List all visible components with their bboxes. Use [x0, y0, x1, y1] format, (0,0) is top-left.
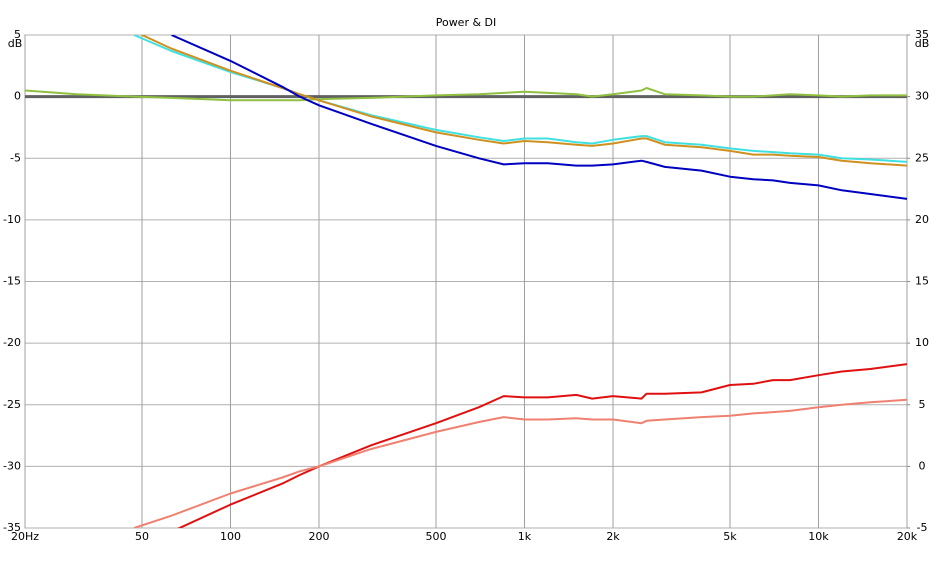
y-tick-label: 0	[14, 90, 21, 103]
y2-tick-label: -5	[917, 521, 928, 534]
y-tick-label: -10	[3, 213, 21, 226]
series-line	[133, 398, 907, 528]
y-tick-label: -30	[3, 459, 21, 472]
x-tick-label: 10k	[808, 530, 829, 543]
x-tick-label: 20k	[897, 530, 918, 543]
x-tick-label: 5k	[723, 530, 737, 543]
chart-title: Power & DI	[436, 16, 497, 29]
y2-tick-label: 35	[915, 28, 929, 41]
x-tick-label: 200	[309, 530, 330, 543]
y2-axis-label: dB	[915, 37, 930, 50]
y-tick-label: -20	[3, 336, 21, 349]
y-tick-label: -15	[3, 275, 21, 288]
y-tick-label: -25	[3, 398, 21, 411]
y2-tick-label: 30	[915, 90, 929, 103]
y-axis-label: dB	[8, 37, 23, 50]
y2-tick-label: 10	[915, 336, 929, 349]
series-line	[139, 35, 907, 167]
series-line	[25, 87, 907, 102]
series-line	[171, 35, 907, 200]
y2-tick-label: 25	[915, 151, 929, 164]
y2-tick-label: 20	[915, 213, 929, 226]
y-tick-label: -35	[3, 521, 21, 534]
x-tick-label: 50	[135, 530, 149, 543]
y-tick-label: -5	[10, 151, 21, 164]
x-tick-label: 500	[425, 530, 446, 543]
x-tick-label: 100	[220, 530, 241, 543]
y-tick-label: 5	[14, 28, 21, 41]
y2-tick-label: 0	[919, 459, 926, 472]
plot-lines	[25, 35, 907, 528]
x-tick-label: 20Hz	[11, 530, 39, 543]
x-tick-label: 1k	[518, 530, 532, 543]
y2-tick-label: 5	[919, 398, 926, 411]
y2-tick-label: 15	[915, 275, 929, 288]
x-tick-label: 2k	[606, 530, 620, 543]
